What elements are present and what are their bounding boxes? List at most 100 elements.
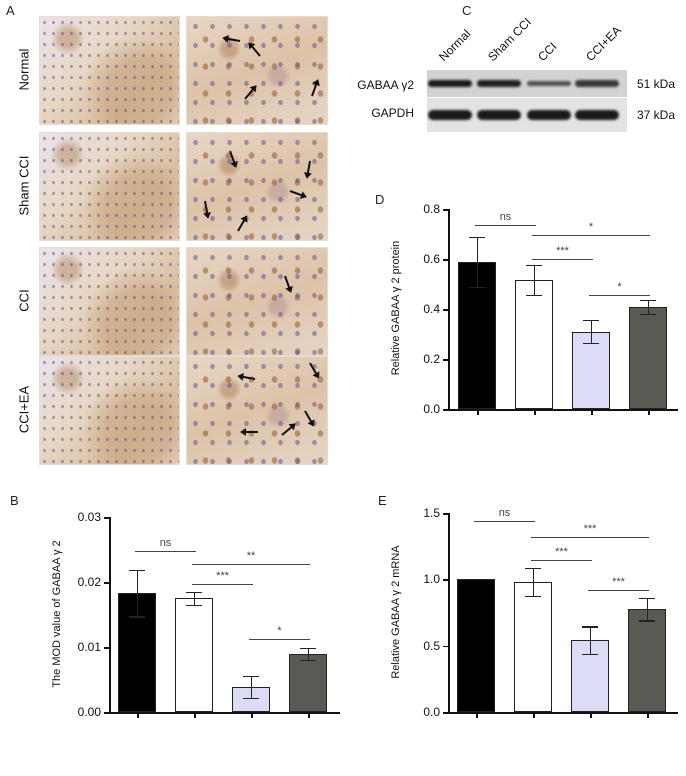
- y-tick-label: 0.00: [77, 705, 101, 719]
- panel-c-letter: C: [462, 3, 472, 18]
- bar-sham-cci: [515, 280, 553, 409]
- significance-bracket: [531, 537, 649, 539]
- ihc-texture: [187, 133, 327, 240]
- significance-bracket: [135, 551, 196, 553]
- panel-b-letter: B: [10, 493, 19, 508]
- error-bar: [590, 626, 592, 655]
- y-axis-label: Relative GABAA γ 2 mRNA: [390, 544, 402, 679]
- x-tick: [648, 410, 650, 415]
- ihc-texture: [187, 17, 327, 124]
- error-bar: [477, 236, 479, 287]
- row-label-cci-ea: CCI+EA: [16, 385, 32, 433]
- error-cap-bottom: [469, 286, 485, 288]
- lane-label-sham-cci: Sham CCI: [485, 14, 535, 64]
- error-bar: [137, 569, 139, 617]
- significance-bracket: [192, 584, 253, 586]
- y-tick: [443, 579, 448, 581]
- significance-label: *: [588, 221, 594, 233]
- significance-bracket: [192, 564, 310, 566]
- x-tick: [194, 713, 196, 718]
- significance-bracket: [474, 521, 535, 523]
- significance-bracket: [475, 225, 536, 227]
- error-cap-top: [639, 597, 655, 600]
- panel-e-letter: E: [378, 493, 387, 508]
- blot-band: [527, 110, 571, 120]
- ihc-texture: [40, 133, 179, 240]
- y-axis: [448, 513, 450, 713]
- significance-label: ns: [499, 211, 512, 223]
- ihc-image-low-mag-normal: [39, 16, 180, 125]
- significance-label: ***: [556, 245, 569, 257]
- error-cap-bottom: [525, 595, 541, 598]
- y-axis: [448, 209, 450, 410]
- error-cap-bottom: [640, 313, 656, 315]
- panel-d-letter: D: [375, 192, 385, 207]
- y-tick: [104, 517, 109, 519]
- error-cap-bottom: [582, 654, 598, 656]
- ihc-image-high-mag-cci: [186, 247, 328, 356]
- error-cap-top: [582, 626, 598, 628]
- significance-bracket: [531, 560, 592, 562]
- blot-band: [477, 110, 521, 120]
- y-tick: [104, 647, 109, 649]
- x-axis: [448, 409, 678, 411]
- y-tick: [443, 645, 448, 648]
- significance-label: ***: [583, 523, 597, 535]
- blot-band: [575, 110, 619, 120]
- error-cap-bottom: [583, 342, 599, 344]
- y-tick-label: 0.6: [423, 252, 440, 266]
- y-tick-label: 0.4: [423, 302, 440, 316]
- significance-bracket: [532, 235, 650, 237]
- blot-band: [428, 110, 472, 120]
- y-tick: [443, 409, 448, 411]
- significance-label: ***: [216, 570, 229, 582]
- x-tick: [477, 410, 479, 415]
- y-tick: [443, 309, 448, 311]
- ihc-image-high-mag-sham-cci: [186, 132, 328, 241]
- x-tick: [251, 713, 253, 718]
- bar-cci-ea: [629, 306, 667, 409]
- error-bar: [533, 568, 535, 596]
- x-axis: [109, 712, 340, 714]
- error-cap-top: [129, 569, 145, 571]
- ihc-image-high-mag-normal: [186, 16, 328, 125]
- y-tick-label: 0.0: [423, 402, 440, 416]
- arrow-icon: [242, 431, 258, 433]
- y-tick-label: 0.0: [423, 705, 440, 719]
- kda-label-gabaa-g2: 51 kDa: [637, 77, 676, 91]
- significance-label: *: [277, 625, 282, 637]
- x-tick: [591, 410, 593, 415]
- y-tick-label: 0.01: [77, 640, 101, 654]
- lane-label-cci: CCI: [535, 39, 560, 64]
- error-cap-top: [525, 568, 541, 570]
- row-label-cci: CCI: [16, 288, 32, 312]
- x-tick: [590, 713, 592, 718]
- error-bar: [591, 320, 593, 343]
- bar-cci-ea: [289, 654, 327, 712]
- error-cap-bottom: [300, 660, 316, 662]
- ihc-image-low-mag-cci-ea: [39, 356, 180, 465]
- blot-band: [575, 80, 619, 87]
- significance-label: *: [617, 281, 622, 293]
- significance-label: ***: [612, 576, 625, 588]
- error-bar: [194, 591, 196, 605]
- blot-band: [527, 80, 571, 87]
- y-tick: [443, 209, 448, 211]
- error-bar: [251, 675, 253, 698]
- x-tick: [308, 713, 310, 718]
- significance-label: ***: [555, 546, 568, 558]
- ihc-texture: [40, 357, 179, 464]
- y-tick: [443, 359, 448, 361]
- blot-band: [428, 80, 472, 87]
- y-tick: [104, 712, 109, 714]
- y-tick-label: 1.5: [423, 506, 440, 520]
- error-cap-bottom: [639, 620, 655, 622]
- y-axis: [109, 517, 111, 713]
- y-tick-label: 0.8: [423, 202, 440, 216]
- error-cap-top: [300, 648, 316, 650]
- x-tick: [647, 713, 649, 718]
- significance-label: ns: [498, 507, 511, 519]
- ihc-image-low-mag-cci: [39, 247, 180, 356]
- lane-label-cci-ea: CCI+EA: [583, 23, 624, 64]
- bar-sham-cci: [514, 581, 552, 712]
